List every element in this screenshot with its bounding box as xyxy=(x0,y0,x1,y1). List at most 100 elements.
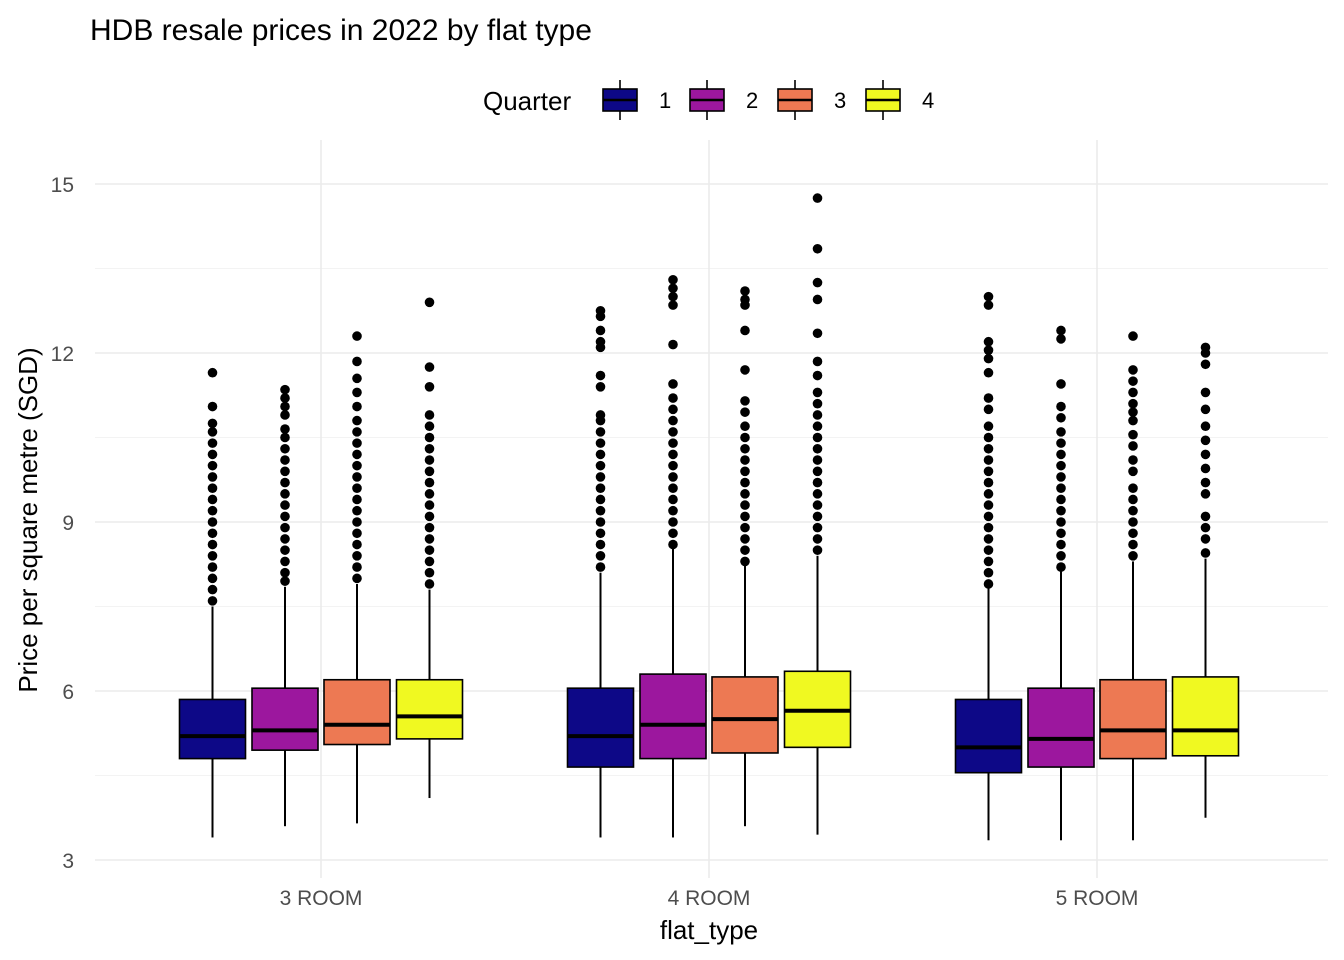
outlier-point xyxy=(668,505,678,516)
outlier-point xyxy=(1200,421,1211,432)
outlier-point xyxy=(595,551,606,561)
outlier-point xyxy=(595,562,606,572)
outlier-point xyxy=(740,294,750,305)
outlier-point xyxy=(424,410,435,420)
outlier-point xyxy=(668,438,678,448)
outlier-point xyxy=(424,579,435,589)
x-axis: 3 ROOM 4 ROOM 5 ROOM xyxy=(280,887,1139,910)
outlier-point xyxy=(812,370,823,381)
outlier-point xyxy=(207,438,218,448)
outlier-point xyxy=(280,477,290,488)
y-tick-label: 3 xyxy=(62,850,74,873)
outlier-point xyxy=(812,477,823,488)
outlier-point xyxy=(424,500,435,510)
legend-title: Quarter xyxy=(483,86,571,116)
box-body xyxy=(639,673,707,760)
outlier-point xyxy=(1056,460,1066,471)
outlier-point xyxy=(595,336,606,347)
outlier-point xyxy=(812,193,823,203)
outlier-point xyxy=(1200,387,1211,398)
outlier-point xyxy=(352,356,362,367)
outlier-point xyxy=(740,556,750,567)
outlier-point xyxy=(280,410,290,420)
outlier-point xyxy=(1200,342,1211,353)
outlier-point xyxy=(983,489,994,499)
outlier-point xyxy=(1200,359,1211,370)
outlier-point xyxy=(1200,435,1211,446)
outlier-point xyxy=(740,286,750,296)
outlier-point xyxy=(424,421,435,432)
outlier-point xyxy=(983,545,994,555)
outlier-point xyxy=(280,432,290,443)
outlier-point xyxy=(1056,528,1066,539)
outlier-point xyxy=(424,466,435,477)
x-tick-label: 4 ROOM xyxy=(668,887,751,910)
box-3-room-q2 xyxy=(251,384,319,827)
outlier-point xyxy=(280,511,290,522)
outlier-point xyxy=(1056,438,1066,448)
outlier-point xyxy=(207,494,218,505)
box-body xyxy=(1099,678,1167,760)
outlier-point xyxy=(1056,505,1066,516)
outlier-point xyxy=(740,511,750,522)
outlier-point xyxy=(1128,387,1138,398)
outlier-point xyxy=(352,331,362,341)
outlier-point xyxy=(424,522,435,533)
outlier-point xyxy=(207,472,218,482)
outlier-point xyxy=(740,534,750,544)
outlier-point xyxy=(595,494,606,505)
outlier-point xyxy=(740,432,750,443)
outlier-point xyxy=(983,291,994,302)
outlier-point xyxy=(352,438,362,448)
outlier-point xyxy=(280,393,290,403)
outlier-point xyxy=(1128,539,1138,550)
outlier-point xyxy=(983,511,994,522)
outlier-point xyxy=(424,443,435,454)
outlier-point xyxy=(595,483,606,494)
outlier-point xyxy=(1056,539,1066,550)
outlier-point xyxy=(1056,494,1066,505)
outlier-point xyxy=(668,539,678,550)
outlier-point xyxy=(1128,365,1138,375)
outlier-point xyxy=(1056,334,1066,344)
outlier-point xyxy=(280,424,290,434)
outlier-point xyxy=(352,427,362,437)
y-axis: 3 6 9 12 15 xyxy=(51,174,74,873)
outlier-point xyxy=(983,345,994,355)
outlier-point xyxy=(424,477,435,488)
outlier-point xyxy=(424,511,435,522)
outlier-point xyxy=(668,291,678,302)
outlier-point xyxy=(424,297,435,308)
outlier-point xyxy=(668,472,678,482)
outlier-point xyxy=(352,460,362,471)
outlier-point xyxy=(812,421,823,432)
outlier-point xyxy=(1056,379,1066,389)
outlier-point xyxy=(812,432,823,443)
outlier-point xyxy=(1128,483,1138,494)
outlier-point xyxy=(983,477,994,488)
outlier-point xyxy=(668,528,678,539)
box-body xyxy=(251,687,319,751)
outlier-point xyxy=(812,294,823,305)
outlier-point xyxy=(280,545,290,555)
outlier-point xyxy=(1056,551,1066,561)
outlier-point xyxy=(207,562,218,572)
grid xyxy=(95,140,1328,878)
outlier-point xyxy=(207,460,218,471)
outlier-point xyxy=(668,449,678,460)
outlier-point xyxy=(424,382,435,392)
outlier-point xyxy=(352,505,362,516)
box-3-room-q3 xyxy=(323,331,391,824)
outlier-point xyxy=(352,401,362,412)
outlier-point xyxy=(1056,325,1066,336)
outlier-point xyxy=(1200,404,1211,415)
outlier-point xyxy=(1128,551,1138,561)
outlier-point xyxy=(740,325,750,336)
outlier-point xyxy=(740,500,750,510)
outlier-point xyxy=(207,596,218,606)
legend-label: 4 xyxy=(922,88,934,113)
outlier-point xyxy=(1128,415,1138,426)
legend-item-q4: 4 xyxy=(865,80,934,120)
outlier-point xyxy=(595,305,606,316)
box-5-room-q3 xyxy=(1099,331,1167,841)
